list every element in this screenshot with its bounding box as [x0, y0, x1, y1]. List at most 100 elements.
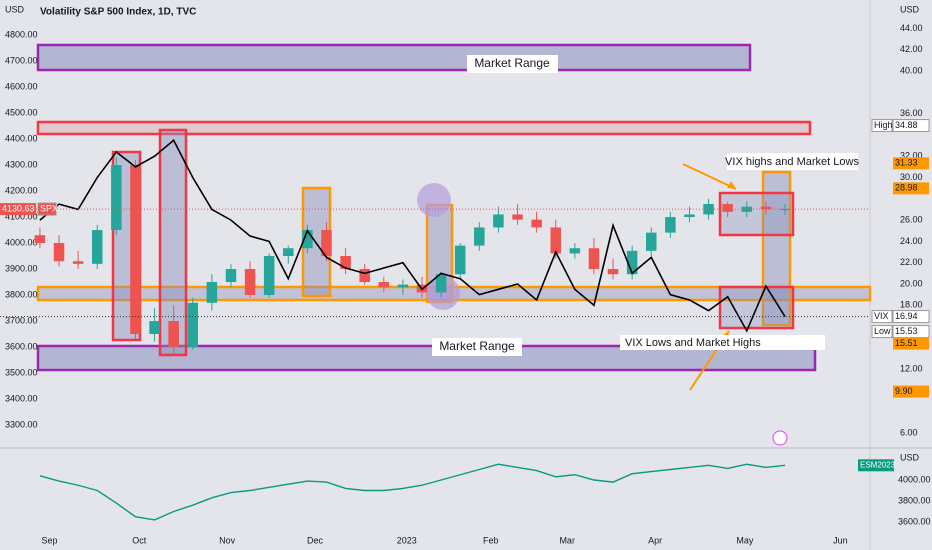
y-tick-label: 3600.00 [898, 516, 931, 526]
y-tick-label: 4300.00 [5, 159, 38, 169]
candle-body [283, 248, 294, 257]
x-tick-label: 2023 [397, 535, 417, 545]
candle-body [111, 165, 122, 231]
candle-body [493, 214, 504, 228]
badge-name: High [874, 120, 893, 130]
vix-line [39, 138, 786, 333]
candle-body [435, 274, 447, 293]
label-box [727, 153, 858, 170]
annotation: Market Range [439, 339, 515, 353]
bottom-axis-unit: USD [900, 452, 920, 462]
candle-body [168, 321, 179, 348]
y2-tick-label: 6.00 [900, 427, 918, 437]
badge-name: SPX [40, 203, 58, 213]
left-axis-unit: USD [5, 4, 25, 14]
y2-tick-label: 20.00 [900, 278, 923, 288]
price-badge [893, 385, 929, 398]
y2-tick-label: 26.00 [900, 214, 923, 224]
badge-name: VIX [874, 311, 889, 321]
candle-body [550, 227, 561, 254]
y2-tick-label: 36.00 [900, 108, 923, 118]
y-tick-label: 3600.00 [5, 341, 38, 351]
candle-body [607, 269, 619, 275]
price-badge-label: 15.53 [895, 326, 918, 336]
y2-tick-label: 42.00 [900, 44, 923, 54]
candle-body [626, 250, 638, 275]
price-badge [893, 182, 929, 195]
y-tick-label: 3900.00 [5, 263, 38, 273]
resistance-band [36, 120, 812, 136]
candle-body [722, 204, 733, 212]
candle-body [454, 245, 466, 275]
highlight-box [761, 170, 792, 327]
candle-body [359, 269, 370, 283]
y-tick-label: 3800.00 [898, 495, 931, 505]
arrow-head [727, 181, 736, 189]
y-tick-label: 3700.00 [5, 315, 38, 325]
annotations: Market Range Market Range VIX highs and … [432, 55, 859, 446]
y2-tick-label: 24.00 [900, 236, 923, 246]
price-badge-label: 31.33 [895, 158, 918, 168]
candle-body [321, 230, 332, 257]
arrow [682, 163, 737, 190]
badge-name-box [871, 119, 893, 133]
highlight-box [718, 191, 795, 237]
candle-body [187, 302, 199, 348]
y-tick-label: 4200.00 [5, 185, 38, 195]
badge-name-box [871, 325, 893, 339]
candle-body [646, 232, 657, 251]
series-badge [858, 459, 894, 472]
candle-body [91, 230, 103, 264]
candle-body [512, 214, 523, 220]
candle-body [225, 269, 237, 283]
x-tick-label: Sep [41, 535, 57, 545]
candle-body [588, 248, 600, 270]
y2-tick-label: 44.00 [900, 23, 923, 33]
x-tick-label: Feb [483, 535, 499, 545]
y2-tick-label: 22.00 [900, 257, 923, 267]
highlight-box [158, 128, 188, 357]
candle-body [130, 165, 141, 335]
price-badge-label: 16.94 [895, 311, 918, 321]
candle-body [302, 230, 313, 249]
candle-body [378, 282, 390, 288]
price-badge [0, 203, 36, 216]
marker-circle [417, 183, 451, 217]
chart-title: Volatility S&P 500 Index, 1D, TVC [40, 7, 196, 18]
y-tick-label: 3500.00 [5, 367, 38, 377]
candle-body [397, 284, 409, 288]
label-box [620, 335, 825, 350]
candle-body [244, 269, 256, 296]
y-tick-label: 3300.00 [5, 419, 38, 429]
y-tick-label: 4600.00 [5, 81, 38, 91]
price-badge-label: 15.51 [895, 338, 918, 348]
price-badge-label: 34.88 [895, 120, 918, 130]
badge-name-box [37, 202, 57, 216]
right-axis-unit: USD [900, 4, 920, 14]
x-tick-label: Jun [833, 535, 848, 545]
x-tick-label: Nov [219, 535, 236, 545]
annotation: Market Range [474, 56, 550, 70]
y-tick-label: 4000.00 [5, 237, 38, 247]
annotation: VIX highs and Market Lows [725, 156, 859, 168]
badge-name-box [871, 310, 893, 324]
x-tick-label: Dec [307, 535, 324, 545]
price-badge-label: 28.98 [895, 183, 918, 193]
event-icon[interactable] [772, 430, 788, 446]
candle-body [760, 206, 772, 210]
candle-body [206, 282, 218, 303]
y2-tick-label: 18.00 [900, 300, 923, 310]
label-box [467, 55, 558, 73]
badge-name: Low [874, 326, 891, 336]
y-tick-label: 4000.00 [898, 474, 931, 484]
y2-tick-label: 40.00 [900, 65, 923, 75]
drawings [36, 43, 872, 372]
candle-body [531, 219, 542, 228]
annotation: VIX Lows and Market Highs [625, 337, 761, 349]
candle-body [340, 256, 351, 270]
candle-body [741, 206, 753, 212]
candle-body [569, 248, 581, 254]
price-badge [893, 157, 929, 170]
price-badge-label: 4130.63 [2, 203, 35, 213]
